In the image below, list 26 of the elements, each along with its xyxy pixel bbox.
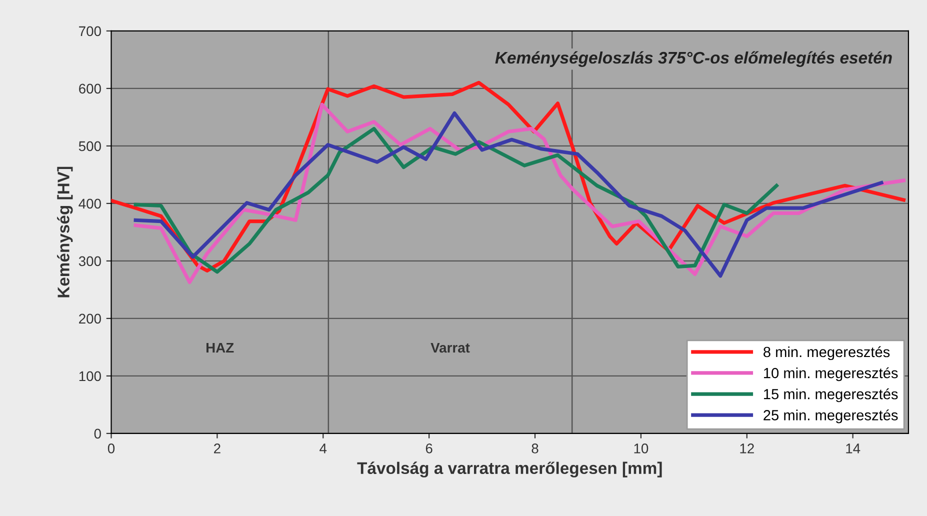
line-series xyxy=(134,126,778,274)
x-tick-label: 4 xyxy=(320,444,327,454)
y-tick-label: 400 xyxy=(78,198,101,209)
legend-label: 10 min. megeresztés xyxy=(764,367,898,382)
y-tick-label: 100 xyxy=(79,371,101,382)
x-tick-label: 10 xyxy=(634,444,648,454)
legend-label: 8 min. megeresztés xyxy=(764,346,890,360)
text: Keménységeloszlás 375°C-os előmelegítés esetén xyxy=(495,51,892,67)
x-axis-title: Távolság a varratra merőlegesen [mm] xyxy=(357,462,662,478)
annotation: Varrat xyxy=(430,342,470,353)
y-tick-label: 600 xyxy=(79,84,101,94)
annotation: HAZ xyxy=(206,342,234,353)
x-tick-label: 12 xyxy=(740,444,754,454)
y-axis-title: Keménység [HV] xyxy=(57,166,73,298)
x-tick-label: 8 xyxy=(532,444,538,454)
legend-label: 25 min. megeresztés xyxy=(764,409,898,424)
y-tick-label: 0 xyxy=(94,428,101,439)
y-tick-label: 300 xyxy=(78,256,101,266)
y-tick-label: 700 xyxy=(79,26,101,36)
y-tick-label: 200 xyxy=(79,314,101,324)
x-tick-label: 0 xyxy=(108,444,115,454)
x-tick-label: 2 xyxy=(214,444,220,454)
x-tick-label: 6 xyxy=(426,444,432,454)
x-tick-label: 14 xyxy=(846,444,860,454)
y-tick-label: 500 xyxy=(78,141,101,152)
legend-label: 15 min. megeresztés xyxy=(764,388,898,402)
